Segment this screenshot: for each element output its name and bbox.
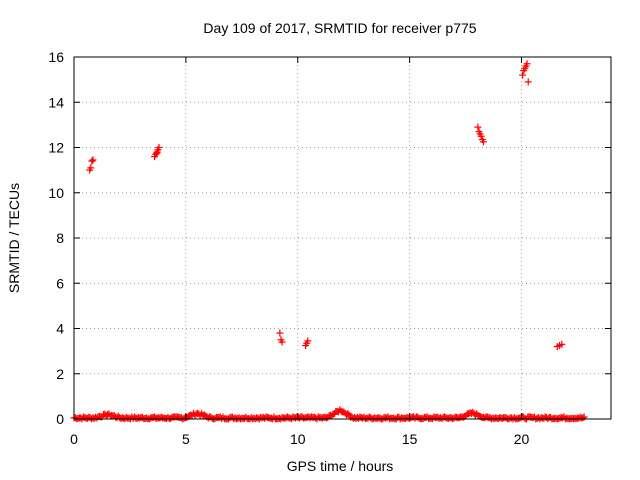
- y-tick-label: 0: [56, 411, 64, 427]
- data-points: [70, 60, 588, 423]
- data-point: [87, 164, 95, 172]
- y-tick-label: 8: [56, 230, 64, 246]
- x-tick-label: 10: [290, 431, 306, 447]
- data-point: [474, 123, 482, 131]
- x-tick-label: 0: [70, 431, 78, 447]
- y-tick-label: 14: [48, 94, 64, 110]
- y-axis-label: SRMTID / TECUs: [6, 183, 22, 293]
- y-tick-label: 2: [56, 366, 64, 382]
- data-point: [88, 157, 96, 165]
- axis-ticks: [73, 56, 611, 420]
- data-point: [519, 71, 527, 79]
- y-tick-label: 10: [48, 185, 64, 201]
- x-tick-label: 15: [402, 431, 418, 447]
- y-tick-label: 12: [48, 140, 64, 156]
- grid-lines: [74, 57, 611, 419]
- y-tick-label: 6: [56, 275, 64, 291]
- x-axis-label: GPS time / hours: [287, 458, 394, 474]
- data-point: [523, 60, 531, 68]
- y-tick-label: 16: [48, 49, 64, 65]
- data-point: [477, 132, 485, 140]
- x-tick-label: 20: [514, 431, 530, 447]
- data-point: [579, 414, 587, 422]
- x-tick-labels: 0 5 10 15 20: [70, 431, 529, 447]
- data-point: [304, 337, 312, 345]
- data-point: [278, 338, 286, 346]
- data-point: [524, 78, 532, 86]
- data-point: [558, 340, 566, 348]
- data-point: [276, 329, 284, 337]
- y-tick-labels: 0 2 4 6 8 10 12 14 16: [48, 49, 64, 427]
- y-tick-label: 4: [56, 321, 64, 337]
- chart-title: Day 109 of 2017, SRMTID for receiver p77…: [203, 20, 476, 36]
- data-point: [89, 156, 97, 164]
- x-tick-label: 5: [182, 431, 190, 447]
- data-point: [479, 138, 487, 146]
- data-point: [155, 144, 163, 151]
